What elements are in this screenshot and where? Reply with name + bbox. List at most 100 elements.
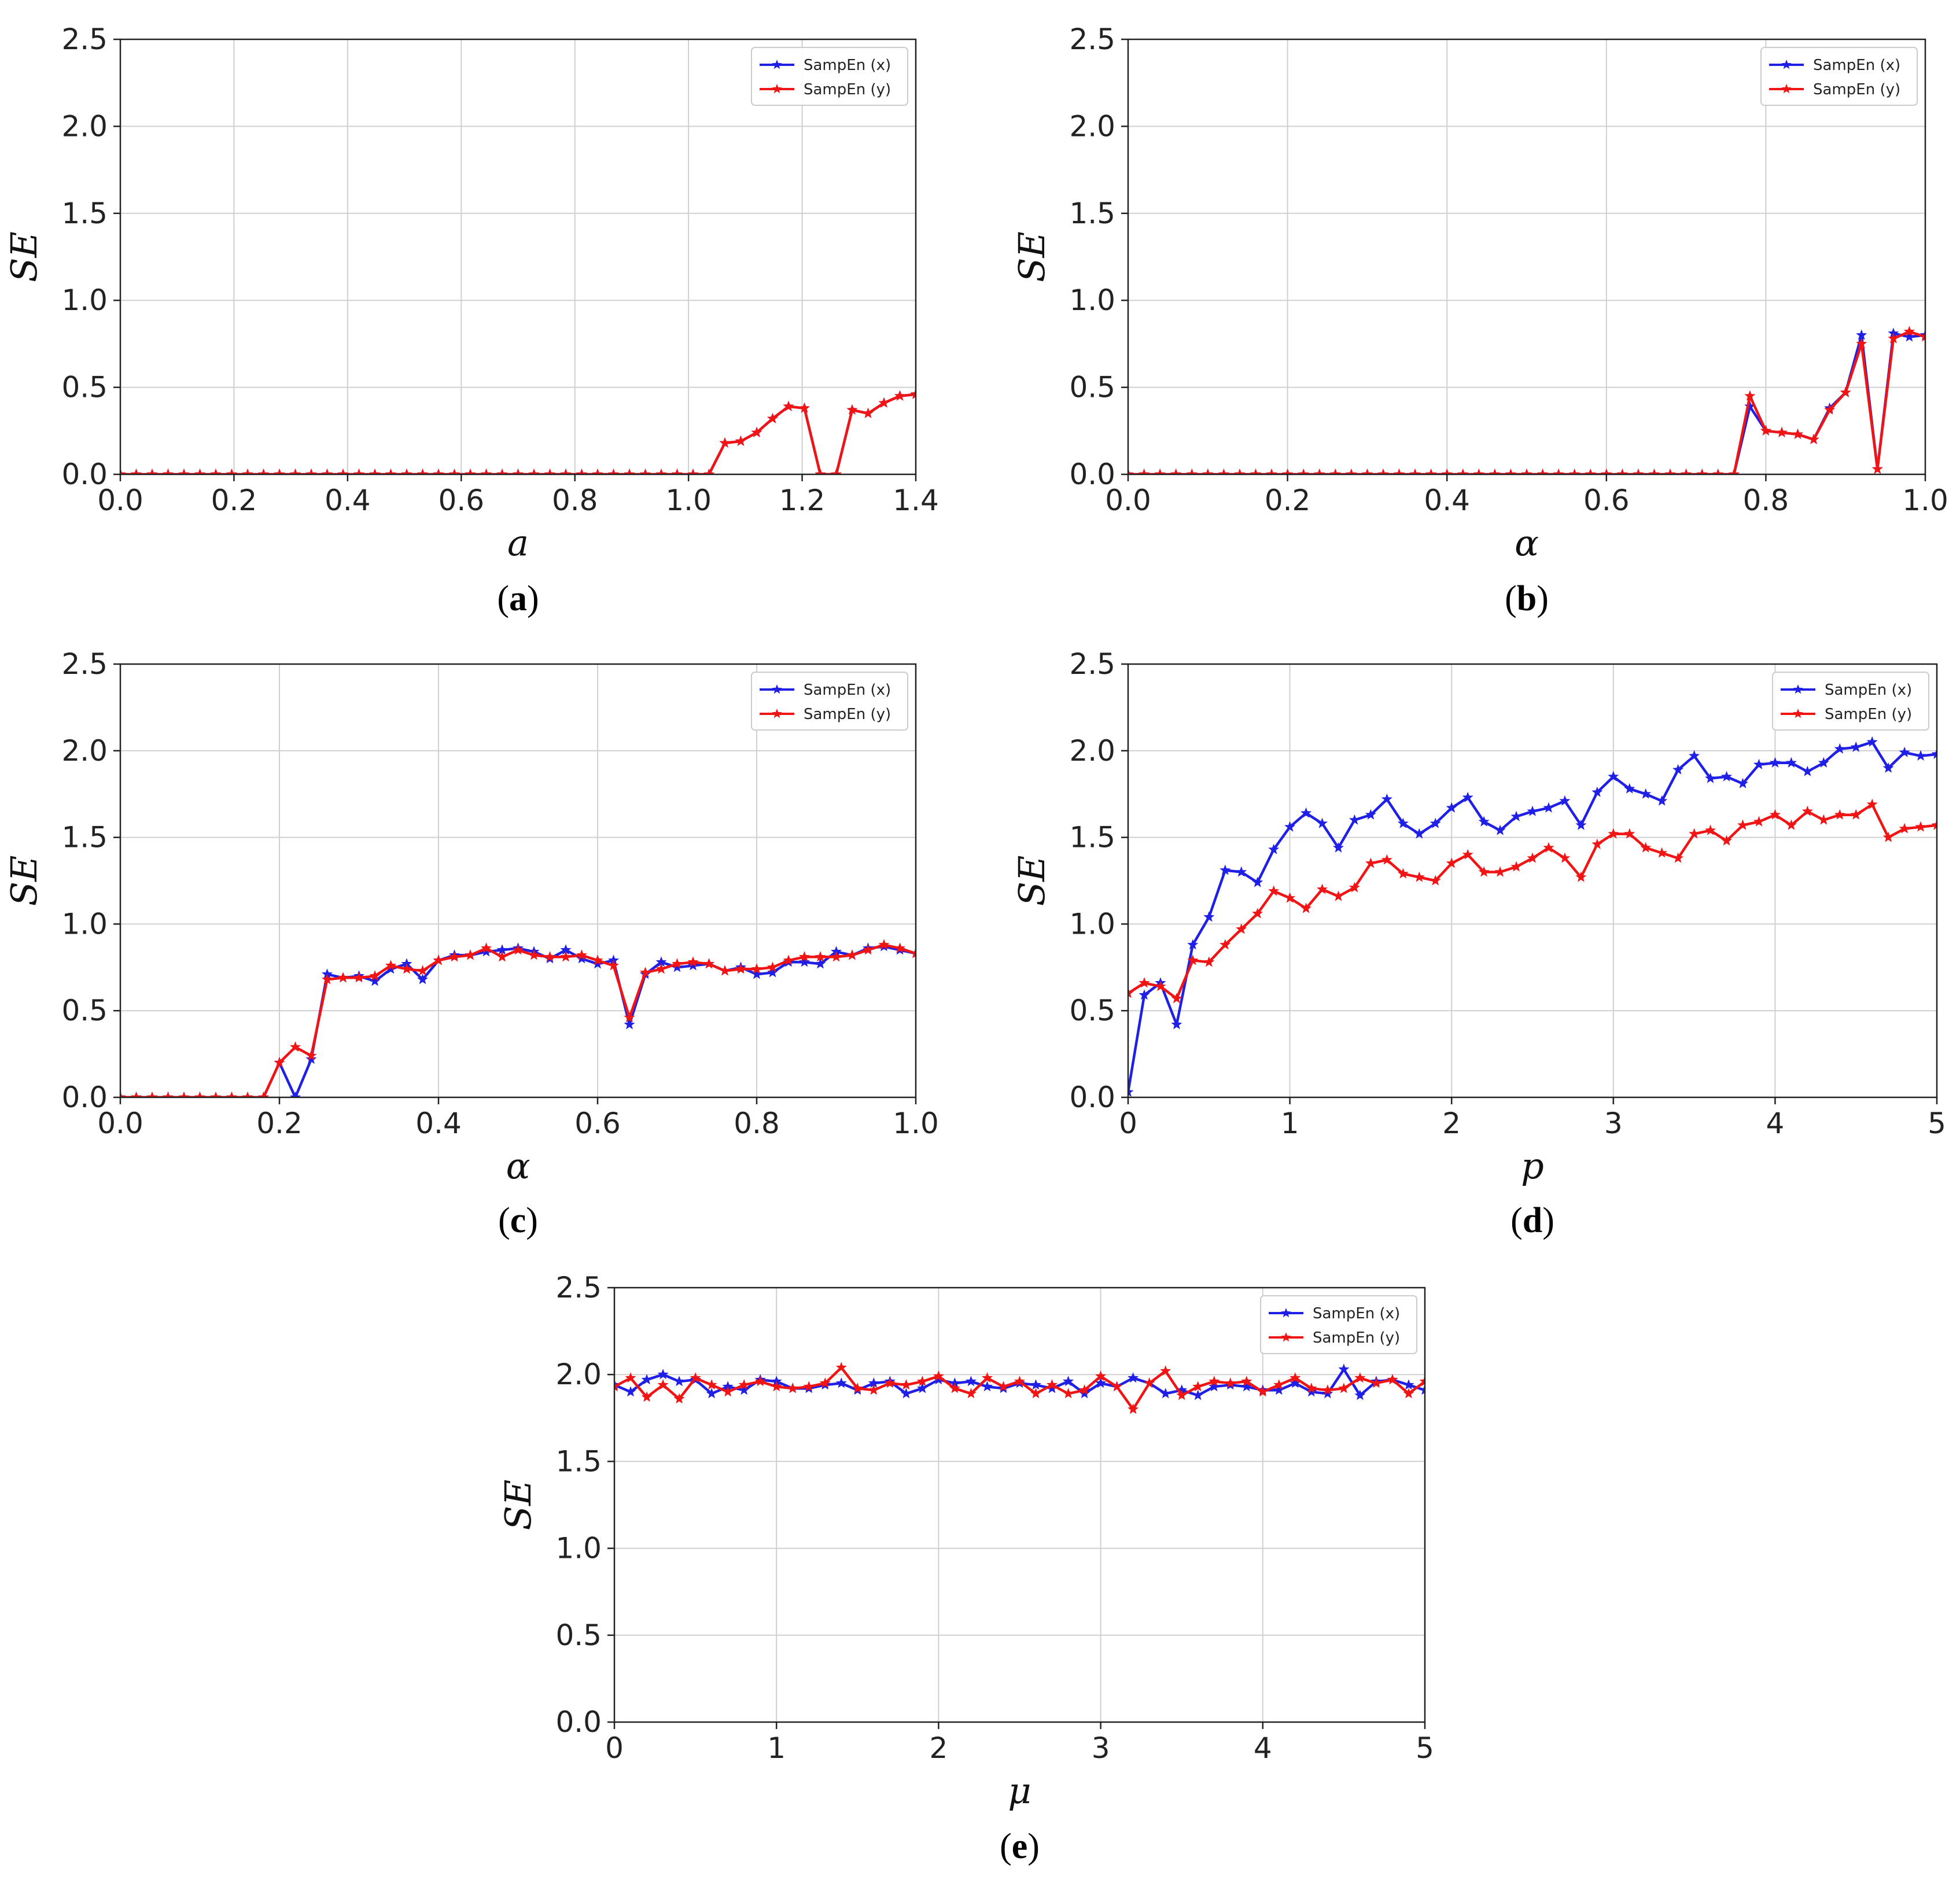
- plot-frame: [1127, 663, 1938, 1099]
- series-y: [120, 388, 916, 474]
- data-point: [401, 469, 412, 474]
- data-point: [831, 469, 842, 474]
- data-point: [1527, 805, 1538, 816]
- data-point: [831, 951, 842, 962]
- data-point: [1268, 843, 1280, 854]
- data-point: [641, 1374, 653, 1385]
- data-point: [1252, 876, 1263, 887]
- data-point: [1624, 828, 1635, 839]
- data-point: [1128, 1372, 1139, 1383]
- data-point: [1856, 338, 1867, 349]
- data-point: [1187, 954, 1199, 965]
- data-point: [1250, 469, 1261, 474]
- data-point: [1457, 469, 1469, 474]
- data-point: [1649, 469, 1660, 474]
- legend-entry: SampEn (y): [804, 706, 891, 723]
- data-point: [624, 1012, 635, 1023]
- data-point: [1640, 842, 1652, 853]
- data-point: [1403, 1379, 1414, 1390]
- data-point: [1656, 847, 1668, 858]
- data-point: [799, 402, 810, 413]
- grid: [120, 664, 916, 1097]
- data-point: [799, 951, 810, 962]
- y-tick-label: 2.5: [555, 1271, 602, 1304]
- x-tick-label: 4: [1766, 1107, 1784, 1140]
- data-point: [385, 469, 396, 474]
- data-point: [738, 1379, 750, 1390]
- data-point: [1306, 1383, 1317, 1394]
- data-point: [1354, 1389, 1366, 1400]
- data-point: [722, 1386, 734, 1397]
- data-point: [528, 949, 540, 960]
- data-point: [738, 1384, 750, 1395]
- data-point: [1095, 1370, 1107, 1381]
- data-point: [465, 469, 476, 474]
- data-point: [1063, 1376, 1074, 1387]
- data-point: [815, 958, 826, 969]
- data-point: [933, 1370, 944, 1381]
- panel-caption: (c): [498, 1201, 538, 1240]
- data-point: [1154, 469, 1166, 474]
- data-point: [449, 469, 460, 474]
- data-point: [1063, 1388, 1074, 1399]
- data-point: [290, 1092, 301, 1097]
- data-point: [1834, 743, 1845, 754]
- data-point: [1591, 786, 1603, 797]
- data-point: [576, 469, 587, 474]
- data-point: [1737, 819, 1748, 830]
- data-point: [513, 944, 524, 955]
- data-point: [1333, 890, 1344, 901]
- data-point: [305, 1050, 317, 1061]
- x-tick-label: 0.6: [439, 484, 485, 517]
- data-point: [815, 469, 826, 474]
- data-point: [1170, 469, 1182, 474]
- data-point: [1792, 428, 1803, 439]
- data-point: [1808, 433, 1819, 444]
- x-tick-label: 0.0: [97, 484, 143, 517]
- x-tick-label: 0.0: [97, 1107, 143, 1140]
- data-point: [1419, 1384, 1425, 1395]
- data-point: [1601, 469, 1612, 474]
- data-point: [1298, 469, 1309, 474]
- data-point: [687, 956, 699, 967]
- data-point: [528, 469, 540, 474]
- data-point: [703, 469, 714, 474]
- data-point: [767, 961, 778, 972]
- data-point: [1234, 469, 1246, 474]
- data-point: [1559, 852, 1571, 863]
- data-point: [1203, 911, 1215, 922]
- data-point: [783, 954, 794, 965]
- data-point: [1728, 469, 1740, 474]
- data-point: [1300, 807, 1312, 818]
- grid: [1128, 39, 1925, 474]
- series-y: [1128, 798, 1937, 1004]
- data-point: [576, 949, 587, 960]
- data-point: [120, 1092, 126, 1097]
- data-point: [1915, 821, 1926, 832]
- data-point: [1931, 819, 1937, 830]
- data-point: [1030, 1379, 1041, 1390]
- x-axis-label: p: [1521, 1145, 1544, 1187]
- data-point: [640, 967, 651, 978]
- data-point: [1753, 758, 1764, 769]
- data-point: [1633, 469, 1644, 474]
- data-point: [815, 951, 826, 962]
- data-point: [560, 951, 572, 962]
- data-point: [1160, 1388, 1171, 1399]
- data-point: [1333, 842, 1344, 853]
- panel-caption: (a): [497, 579, 539, 618]
- x-tick-label: 0: [1119, 1107, 1137, 1140]
- y-tick-label: 1.0: [555, 1532, 602, 1565]
- data-point: [226, 469, 237, 474]
- y-axis-label: SE: [3, 856, 45, 906]
- grid: [614, 1288, 1425, 1722]
- data-point: [1209, 1376, 1220, 1387]
- x-tick-label: 1: [767, 1731, 786, 1765]
- y-axis-label: SE: [1011, 231, 1053, 282]
- data-point: [1478, 866, 1490, 877]
- x-tick-label: 1.0: [893, 1107, 939, 1140]
- data-point: [783, 400, 794, 411]
- data-point: [210, 469, 222, 474]
